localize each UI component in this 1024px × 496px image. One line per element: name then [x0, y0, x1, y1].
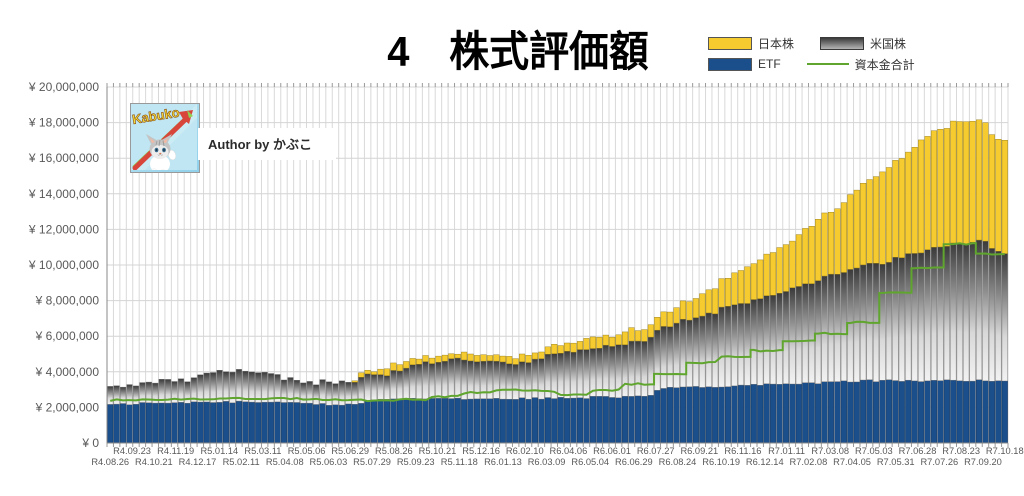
svg-text:R7.02.08: R7.02.08: [790, 457, 828, 467]
svg-text:R6.03.09: R6.03.09: [528, 457, 566, 467]
svg-text:R5.01.14: R5.01.14: [200, 446, 238, 456]
svg-text:R6.10.19: R6.10.19: [702, 457, 740, 467]
svg-text:R6.11.16: R6.11.16: [724, 446, 761, 456]
svg-text:R7.01.11: R7.01.11: [768, 446, 805, 456]
svg-text:R5.04.08: R5.04.08: [266, 457, 304, 467]
svg-text:R4.08.26: R4.08.26: [91, 457, 129, 467]
svg-text:R7.05.31: R7.05.31: [877, 457, 915, 467]
svg-text:R6.12.14: R6.12.14: [746, 457, 784, 467]
svg-text:R5.10.21: R5.10.21: [419, 446, 457, 456]
svg-text:R7.05.03: R7.05.03: [855, 446, 893, 456]
svg-text:R6.02.10: R6.02.10: [506, 446, 544, 456]
svg-text:R4.09.23: R4.09.23: [113, 446, 151, 456]
svg-text:R7.10.18: R7.10.18: [986, 446, 1024, 456]
svg-text:R7.03.08: R7.03.08: [811, 446, 849, 456]
svg-text:R5.08.26: R5.08.26: [375, 446, 413, 456]
svg-text:¥ 16,000,000: ¥ 16,000,000: [28, 151, 99, 165]
svg-text:¥ 10,000,000: ¥ 10,000,000: [28, 258, 99, 272]
svg-text:R7.06.28: R7.06.28: [899, 446, 937, 456]
svg-text:R5.09.23: R5.09.23: [397, 457, 435, 467]
svg-text:R6.09.21: R6.09.21: [680, 446, 718, 456]
svg-text:R7.04.05: R7.04.05: [833, 457, 871, 467]
svg-text:¥ 12,000,000: ¥ 12,000,000: [28, 222, 99, 236]
svg-text:¥ 8,000,000: ¥ 8,000,000: [35, 294, 100, 308]
svg-text:R5.02.11: R5.02.11: [223, 457, 260, 467]
svg-text:¥ 4,000,000: ¥ 4,000,000: [35, 365, 100, 379]
svg-text:R5.06.29: R5.06.29: [331, 446, 369, 456]
svg-text:R5.12.16: R5.12.16: [462, 446, 500, 456]
svg-text:R4.11.19: R4.11.19: [157, 446, 194, 456]
svg-text:¥ 0: ¥ 0: [81, 436, 99, 450]
svg-text:R7.08.23: R7.08.23: [942, 446, 980, 456]
svg-text:R7.09.20: R7.09.20: [964, 457, 1002, 467]
svg-text:R5.07.29: R5.07.29: [353, 457, 391, 467]
svg-text:R4.12.17: R4.12.17: [179, 457, 217, 467]
svg-text:R5.03.11: R5.03.11: [244, 446, 281, 456]
svg-text:R6.04.06: R6.04.06: [550, 446, 588, 456]
svg-text:R6.05.04: R6.05.04: [571, 457, 609, 467]
svg-text:R7.07.26: R7.07.26: [920, 457, 958, 467]
svg-text:R6.07.27: R6.07.27: [637, 446, 675, 456]
svg-text:¥ 18,000,000: ¥ 18,000,000: [28, 116, 99, 130]
svg-text:¥ 14,000,000: ¥ 14,000,000: [28, 187, 99, 201]
svg-text:R5.05.06: R5.05.06: [288, 446, 326, 456]
svg-text:R6.06.29: R6.06.29: [615, 457, 653, 467]
svg-text:R5.11.18: R5.11.18: [441, 457, 478, 467]
svg-text:R4.10.21: R4.10.21: [135, 457, 173, 467]
svg-text:¥ 6,000,000: ¥ 6,000,000: [35, 329, 100, 343]
svg-text:¥ 20,000,000: ¥ 20,000,000: [28, 80, 99, 94]
svg-text:R6.06.01: R6.06.01: [593, 446, 631, 456]
svg-text:¥ 2,000,000: ¥ 2,000,000: [35, 400, 100, 414]
svg-text:R6.08.24: R6.08.24: [659, 457, 697, 467]
svg-text:R6.01.13: R6.01.13: [484, 457, 522, 467]
svg-text:R5.06.03: R5.06.03: [310, 457, 348, 467]
